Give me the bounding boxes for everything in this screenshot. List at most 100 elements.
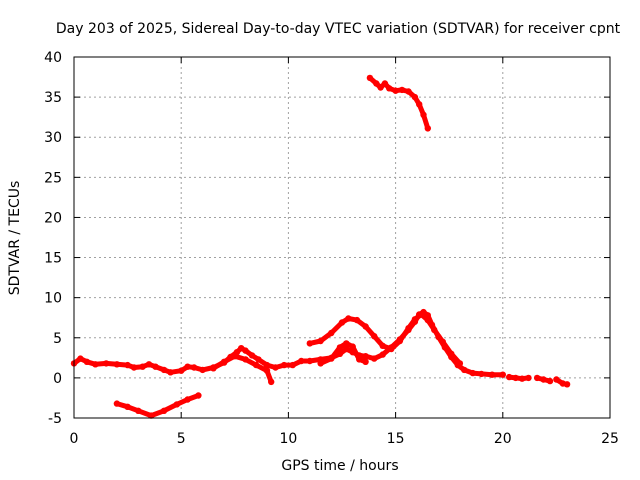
x-tick-label: 0 (70, 431, 79, 447)
data-point (373, 80, 380, 87)
data-point (405, 88, 412, 95)
y-tick-label: 15 (44, 251, 62, 267)
data-point (386, 85, 393, 92)
data-point (124, 403, 131, 410)
data-point (190, 364, 198, 371)
data-point (336, 344, 344, 351)
data-point (478, 370, 485, 378)
plot-frame (73, 56, 611, 419)
data-point (518, 375, 526, 382)
data-point (396, 337, 404, 345)
data-point (103, 360, 110, 367)
data-point (349, 343, 356, 350)
data-point (345, 315, 352, 322)
data-point (306, 340, 313, 347)
data-point (343, 340, 350, 347)
data-point (317, 360, 324, 367)
data-point (553, 376, 560, 383)
y-tick-label: 40 (44, 50, 62, 66)
y-tick-label: 25 (44, 170, 62, 186)
data-point (268, 378, 275, 386)
data-point (362, 358, 369, 365)
y-tick-label: 35 (44, 90, 62, 106)
data-point (113, 361, 121, 368)
data-point (424, 125, 431, 132)
data-point (139, 363, 146, 370)
data-point (353, 316, 361, 324)
data-point (506, 373, 513, 381)
data-point (362, 323, 369, 330)
data-point (289, 361, 296, 369)
data-point (456, 360, 464, 367)
data-point (418, 311, 425, 318)
x-tick-label: 25 (601, 431, 619, 447)
data-point (469, 369, 476, 377)
data-point (178, 367, 185, 374)
data-point (431, 326, 438, 333)
data-point (77, 355, 84, 362)
data-point (280, 361, 288, 369)
data-point (160, 366, 168, 374)
data-point (83, 358, 91, 365)
data-point (388, 345, 395, 353)
data-point (173, 401, 181, 408)
y-tick-label: -5 (48, 411, 62, 427)
data-point (563, 381, 571, 388)
data-point (379, 351, 386, 358)
data-point (124, 361, 131, 369)
data-point (263, 361, 271, 369)
chart-title: Day 203 of 2025, Sidereal Day-to-day VTE… (56, 21, 621, 37)
data-point (392, 87, 399, 94)
data-point (416, 101, 423, 108)
data-point (424, 316, 431, 324)
data-point (525, 374, 532, 382)
data-point (231, 353, 238, 360)
x-tick-label: 20 (494, 431, 512, 447)
data-point (92, 361, 99, 368)
data-point (306, 357, 313, 365)
data-point (398, 86, 406, 94)
data-point (461, 366, 468, 374)
data-point (160, 407, 168, 414)
data-point (439, 338, 446, 345)
data-point (152, 363, 159, 370)
data-point (405, 325, 412, 332)
data-point (220, 358, 228, 365)
data-point (448, 350, 455, 357)
data-point (199, 366, 206, 374)
x-tick-label: 10 (279, 431, 297, 447)
y-tick-label: 20 (44, 210, 62, 226)
data-point (298, 357, 305, 365)
data-point (356, 356, 363, 363)
data-point (272, 364, 279, 371)
y-tick-label: 0 (53, 371, 62, 387)
data-point (488, 371, 496, 378)
data-point (328, 329, 335, 337)
data-point (379, 342, 386, 349)
y-tick-label: 30 (44, 130, 62, 146)
data-point (184, 363, 191, 370)
data-point (130, 364, 138, 371)
data-point (540, 376, 547, 383)
data-point (366, 74, 374, 82)
data-point (242, 347, 249, 354)
data-point (255, 356, 262, 363)
data-point (328, 355, 335, 362)
data-point (317, 337, 324, 345)
data-point (242, 356, 249, 363)
data-point (362, 353, 369, 360)
data-series (70, 74, 571, 419)
data-point (338, 319, 346, 326)
data-point (167, 369, 174, 376)
data-point (343, 345, 350, 353)
data-point (210, 365, 217, 372)
axis-ticks: 0 5 10 15 20 25 -5 0 5 10 15 20 25 30 35 40 (44, 50, 619, 447)
data-point (546, 377, 554, 385)
y-tick-label: 5 (53, 331, 62, 347)
data-point (371, 355, 378, 362)
data-point (253, 361, 260, 369)
data-point (195, 392, 202, 399)
data-point (420, 111, 427, 119)
data-point (248, 352, 256, 359)
data-point (113, 400, 121, 407)
